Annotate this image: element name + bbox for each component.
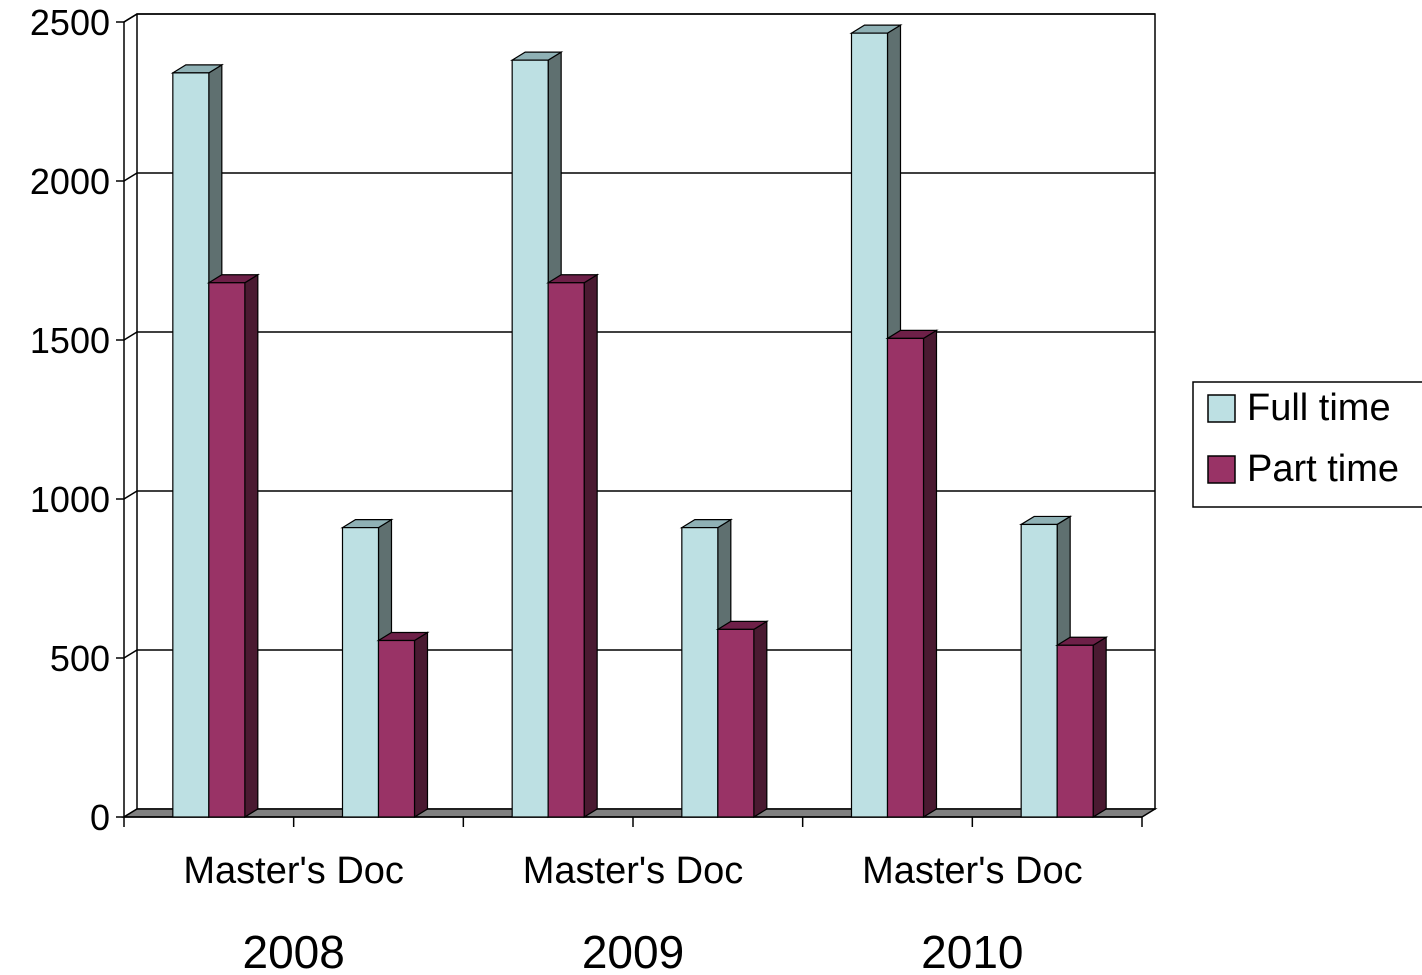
bar-front [511,59,549,818]
legend-swatch [1207,455,1236,484]
bar-front [547,282,585,818]
bar-front [377,639,416,818]
bar [206,273,260,819]
y-tick-label: 0 [90,797,110,838]
bar-front [1056,644,1094,818]
bar [340,518,394,819]
bar-front [208,282,246,818]
x-group-label: 2008 [242,926,344,975]
bar-front [886,337,925,818]
bar-front [681,527,719,818]
axis-depth-line [123,172,138,182]
legend-label: Full time [1247,387,1391,429]
bar-front [341,527,380,818]
plot-back-wall [136,13,1156,810]
bar-side [413,631,429,819]
axis-depth-line [123,649,138,659]
legend: Full time Part time [1192,381,1422,508]
bar-side [1092,636,1107,819]
bar-front [1020,523,1058,818]
axis-depth-line [123,490,138,500]
bar [885,329,939,819]
bar [546,273,600,819]
y-tick-label: 1500 [30,320,110,361]
bar-side [922,329,938,819]
x-tick-label: Master's Doc [862,850,1083,892]
y-tick-label: 1000 [30,479,110,520]
plot-floor [121,808,1158,818]
bar-side [753,620,768,819]
legend-label: Part time [1247,448,1399,490]
x-group-label: 2009 [582,926,684,975]
bar [376,631,430,819]
bar-side [583,273,598,819]
y-tick-label: 500 [50,638,110,679]
x-tick-label: Master's Doc [183,850,404,892]
bar [715,620,769,819]
x-tick-label: Master's Doc [523,850,744,892]
y-tick-label: 2500 [30,2,110,43]
bar-side [244,273,259,819]
y-axis-top-edge [123,13,138,23]
bar-front [717,628,755,818]
bar [1055,636,1109,819]
bar-front [850,32,889,818]
y-tick-label: 2000 [30,161,110,202]
x-group-label: 2010 [921,926,1023,975]
axis-depth-line [123,331,138,341]
legend-swatch [1207,394,1236,423]
bar-front [172,72,210,818]
